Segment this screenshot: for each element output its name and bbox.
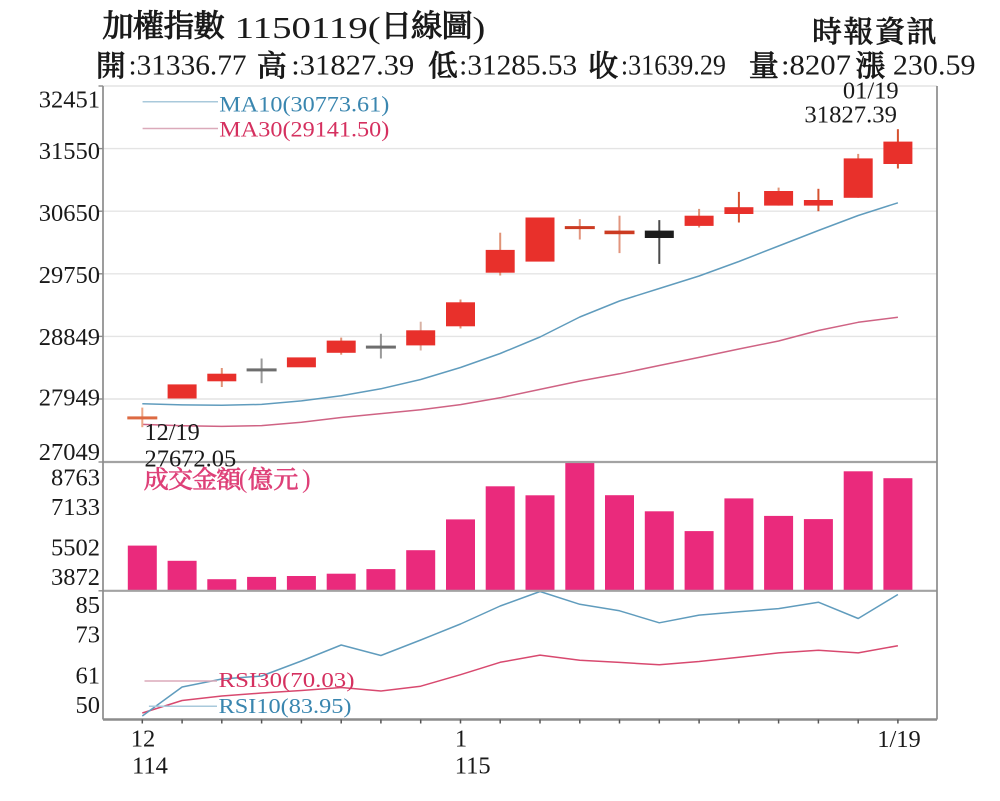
svg-text:12: 12: [131, 726, 156, 753]
svg-text::31639.29: :31639.29: [621, 50, 726, 82]
svg-text:114: 114: [132, 753, 168, 780]
svg-text:61: 61: [76, 663, 101, 690]
svg-text:3872: 3872: [51, 564, 100, 591]
svg-text:): ): [302, 465, 311, 494]
svg-text:(: (: [239, 465, 248, 494]
svg-text:29750: 29750: [39, 262, 100, 289]
svg-text:30650: 30650: [39, 200, 100, 227]
svg-text::31827.39: :31827.39: [291, 50, 414, 82]
svg-text:50: 50: [76, 692, 101, 719]
svg-text::31285.53: :31285.53: [459, 50, 577, 82]
svg-text:115: 115: [455, 753, 491, 780]
svg-text:1150119(: 1150119(: [235, 10, 381, 45]
svg-text::8207: :8207: [781, 50, 851, 82]
svg-text:): ): [472, 10, 485, 45]
svg-text:230.59: 230.59: [893, 50, 976, 82]
svg-text:27049: 27049: [39, 439, 100, 466]
svg-text:5502: 5502: [51, 535, 100, 562]
svg-text:12/19: 12/19: [145, 419, 200, 446]
svg-text:01/19: 01/19: [843, 78, 899, 105]
svg-text:31550: 31550: [39, 138, 100, 165]
svg-text:MA30(29141.50): MA30(29141.50): [219, 117, 389, 142]
svg-text:1: 1: [455, 726, 467, 753]
svg-text:27672.05: 27672.05: [145, 446, 237, 473]
svg-text:RSI10(83.95): RSI10(83.95): [219, 694, 352, 718]
svg-text:85: 85: [76, 592, 101, 619]
svg-text:8763: 8763: [51, 465, 100, 492]
svg-text::31336.77: :31336.77: [129, 50, 247, 82]
svg-text:1/19: 1/19: [877, 726, 921, 753]
svg-text:32451: 32451: [39, 87, 100, 114]
svg-text:MA10(30773.61): MA10(30773.61): [219, 91, 389, 116]
svg-text:7133: 7133: [51, 494, 100, 521]
svg-text:28849: 28849: [39, 324, 100, 351]
svg-text:73: 73: [76, 622, 101, 649]
svg-text:31827.39: 31827.39: [804, 102, 897, 129]
svg-text:RSI30(70.03): RSI30(70.03): [219, 668, 355, 692]
svg-text:27949: 27949: [39, 385, 100, 412]
